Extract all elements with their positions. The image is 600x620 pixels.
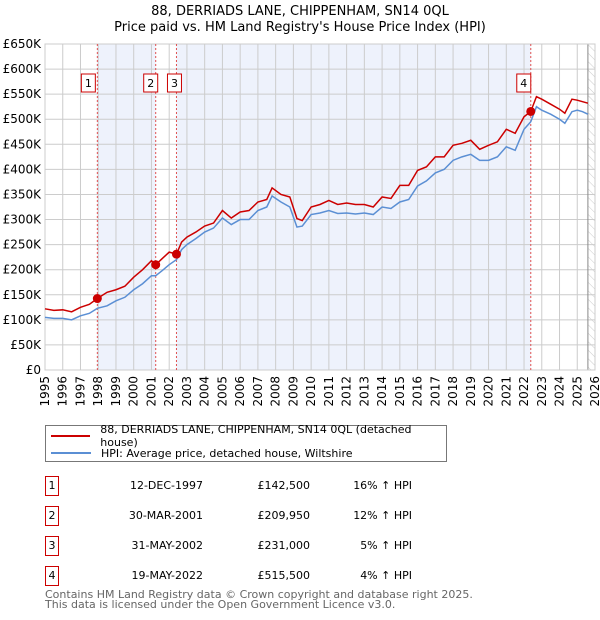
y-tick-label: £500K: [3, 112, 43, 126]
x-tick-label: 2000: [127, 376, 141, 407]
x-tick-label: 2016: [411, 376, 425, 407]
y-tick-label: £300K: [3, 213, 43, 227]
y-tick-label: £650K: [3, 37, 43, 51]
hpi-line: [44, 105, 589, 321]
sale-marker-box: 1: [45, 476, 59, 496]
x-tick-label: 2026: [588, 376, 600, 407]
price-chart: £0 £50K £100K £150K £200K £250K £300K £350K £400…: [3, 37, 600, 407]
y-tick-label: £50K: [10, 338, 42, 352]
x-tick-label: 2020: [482, 376, 496, 407]
y-tick-label: £550K: [3, 87, 43, 101]
footer-licence: This data is licensed under the Open Gov…: [45, 598, 396, 611]
x-tick-label: 2008: [269, 376, 283, 407]
legend-swatch-red: [51, 435, 91, 437]
sale-date: 31-MAY-2002: [131, 539, 203, 552]
x-tick-label: 1995: [38, 376, 52, 407]
sale-marker-box: 2: [45, 506, 59, 526]
x-tick-label: 2001: [144, 376, 158, 407]
y-tick-label: £400K: [3, 162, 43, 176]
sale-hpi-diff: 16% ↑ HPI: [353, 479, 412, 492]
x-tick-label: 1999: [109, 376, 123, 407]
x-tick-label: 2018: [446, 376, 460, 407]
x-tick-label: 2019: [464, 376, 478, 407]
y-tick-label: £100K: [3, 313, 43, 327]
sales-table-row: 4 19-MAY-2022 £515,500 4% ↑ HPI: [45, 566, 425, 586]
x-tick-label: 2014: [375, 376, 389, 407]
legend-item-property: 88, DERRIADS LANE, CHIPPENHAM, SN14 0QL …: [51, 423, 446, 449]
sale-hpi-diff: 5% ↑ HPI: [360, 539, 412, 552]
sale-label: 3: [171, 77, 178, 90]
x-tick-label: 2005: [215, 376, 229, 407]
y-tick-label: £450K: [3, 137, 43, 151]
sale-date: 12-DEC-1997: [129, 479, 203, 492]
sale-label-box: [516, 73, 532, 93]
legend-swatch-blue: [51, 452, 91, 454]
property-price-line: [44, 95, 589, 313]
x-tick-label: 2002: [162, 376, 176, 407]
ownership-shade: [176, 44, 531, 370]
sales-table-row: 2 30-MAR-2001 £209,950 12% ↑ HPI: [45, 506, 425, 526]
sale-hpi-diff: 4% ↑ HPI: [360, 569, 412, 582]
chart-subtitle: Price paid vs. HM Land Registry's House …: [114, 20, 486, 35]
sales-table-row: 1 12-DEC-1997 £142,500 16% ↑ HPI: [45, 476, 425, 496]
sale-marker-box: 3: [45, 536, 59, 556]
sale-price: £515,500: [257, 569, 311, 582]
sale-price: £209,950: [257, 509, 311, 522]
footer: Contains HM Land Registry data © Crown c…: [45, 588, 473, 611]
x-tick-label: 2017: [428, 376, 442, 407]
x-tick-label: 2009: [286, 376, 300, 407]
x-tick-label: 2007: [251, 376, 265, 407]
x-tick-label: 2003: [180, 376, 194, 407]
sale-price: £142,500: [257, 479, 311, 492]
x-tick-label: 2012: [340, 376, 354, 407]
x-tick-label: 2024: [553, 376, 567, 407]
y-tick-label: £250K: [3, 238, 43, 252]
sale-label-box: [166, 73, 182, 93]
x-tick-label: 2015: [393, 376, 407, 407]
sale-point: [92, 294, 102, 304]
x-tick-label: 2022: [517, 376, 531, 407]
x-tick-label: 2011: [322, 376, 336, 407]
sale-label: 2: [147, 77, 154, 90]
plot-border: [44, 43, 596, 371]
y-tick-label: £200K: [3, 263, 43, 277]
sale-label: 4: [520, 77, 527, 90]
x-tick-label: 2021: [499, 376, 513, 407]
sale-marker-box: 4: [45, 566, 59, 586]
legend: 88, DERRIADS LANE, CHIPPENHAM, SN14 0QL …: [45, 423, 447, 462]
sale-label-box: [143, 73, 159, 93]
future-hatch: [587, 44, 595, 370]
sale-label-box: [80, 73, 96, 93]
sale-label: 1: [85, 77, 92, 90]
sale-date: 19-MAY-2022: [131, 569, 203, 582]
footer-copyright: Contains HM Land Registry data © Crown c…: [45, 588, 473, 601]
x-tick-label: 2010: [304, 376, 318, 407]
x-tick-label: 2004: [198, 376, 212, 407]
ownership-shade: [97, 44, 156, 370]
x-tick-label: 2013: [357, 376, 371, 407]
y-tick-label: £0: [26, 363, 41, 377]
x-tick-label: 2006: [233, 376, 247, 407]
sales-table-row: 3 31-MAY-2002 £231,000 5% ↑ HPI: [45, 536, 425, 556]
x-tick-label: 1998: [91, 376, 105, 407]
legend-label: HPI: Average price, detached house, Wilt…: [101, 446, 353, 460]
x-tick-label: 2025: [570, 376, 584, 407]
sale-point: [151, 260, 161, 270]
sale-point: [526, 106, 536, 116]
y-tick-label: £600K: [3, 62, 43, 76]
x-tick-label: 2023: [535, 376, 549, 407]
x-tick-label: 1996: [56, 376, 70, 407]
x-tick-label: 1997: [73, 376, 87, 407]
legend-item-hpi: HPI: Average price, detached house, Wilt…: [51, 445, 353, 461]
y-tick-label: £350K: [3, 187, 43, 201]
sale-price: £231,000: [257, 539, 311, 552]
sale-date: 30-MAR-2001: [128, 509, 203, 522]
legend-label: 88, DERRIADS LANE, CHIPPENHAM, SN14 0QL …: [100, 423, 412, 449]
chart-title: 88, DERRIADS LANE, CHIPPENHAM, SN14 0QL: [151, 4, 449, 19]
sale-hpi-diff: 12% ↑ HPI: [353, 509, 412, 522]
sale-point: [171, 249, 181, 259]
y-tick-label: £150K: [3, 288, 43, 302]
